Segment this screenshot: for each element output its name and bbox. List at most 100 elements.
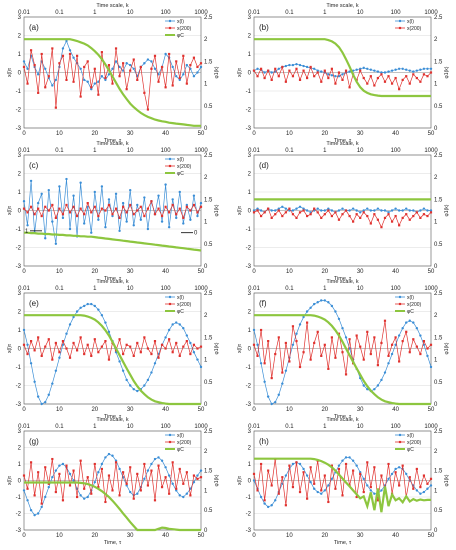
- data-point: [182, 73, 185, 76]
- data-point: [164, 466, 167, 469]
- x-tick-label: 40: [392, 533, 399, 539]
- data-point: [199, 62, 203, 65]
- data-point: [65, 203, 68, 207]
- data-point: [426, 67, 429, 71]
- data-point: [61, 343, 65, 346]
- legend-marker: [168, 302, 172, 306]
- data-point: [266, 395, 270, 398]
- data-point: [61, 340, 65, 343]
- data-point: [93, 338, 96, 341]
- data-point: [313, 207, 316, 210]
- data-point: [37, 91, 40, 94]
- data-point: [192, 56, 196, 59]
- data-point: [401, 209, 404, 212]
- y-tick-label: -3: [246, 528, 252, 534]
- data-point: [419, 492, 422, 495]
- data-point: [291, 63, 295, 67]
- data-point: [426, 75, 429, 78]
- y-tick-label: 0: [248, 347, 252, 353]
- data-point: [362, 76, 365, 80]
- y2-tick-label: 0: [204, 264, 208, 270]
- data-point: [178, 323, 181, 326]
- data-point: [129, 345, 132, 348]
- data-point: [104, 225, 107, 229]
- data-point: [267, 469, 270, 472]
- data-point: [263, 499, 266, 502]
- y2-axis-label: φ1(k): [444, 66, 450, 78]
- data-point: [405, 207, 408, 210]
- data-point: [153, 340, 157, 343]
- data-point: [72, 341, 75, 345]
- data-point: [412, 209, 415, 212]
- y-axis-label: x(l)τ: [7, 68, 13, 77]
- data-point: [90, 492, 93, 495]
- data-point: [422, 67, 426, 71]
- data-point: [29, 509, 33, 512]
- top-tick-label: 10: [127, 286, 134, 292]
- y2-tick-label: 2.5: [434, 15, 443, 21]
- data-point: [291, 325, 295, 328]
- data-point: [320, 489, 323, 492]
- data-point: [302, 351, 305, 354]
- data-point: [47, 75, 50, 78]
- data-point: [415, 211, 418, 214]
- data-point: [121, 201, 125, 205]
- x-tick-label: 0: [22, 407, 26, 413]
- data-point: [422, 73, 426, 76]
- data-point: [426, 482, 429, 485]
- data-point: [185, 492, 189, 495]
- data-point: [337, 317, 341, 321]
- data-point: [150, 462, 153, 466]
- data-point: [164, 52, 167, 56]
- data-point: [401, 67, 404, 71]
- top-tick-label: 1000: [424, 424, 438, 430]
- data-point: [86, 205, 89, 208]
- data-point: [118, 360, 121, 363]
- data-point: [185, 471, 188, 474]
- data-point: [76, 349, 79, 352]
- data-point: [320, 209, 323, 212]
- top-tick-label: 1000: [194, 148, 208, 154]
- data-point: [51, 47, 54, 50]
- series-line-phi: [24, 314, 201, 406]
- data-point: [79, 494, 82, 497]
- data-point: [256, 67, 259, 71]
- data-point: [383, 371, 387, 374]
- data-point: [51, 476, 54, 479]
- data-point: [65, 332, 68, 335]
- data-point: [150, 67, 153, 70]
- data-point: [259, 362, 263, 365]
- data-point: [362, 66, 365, 70]
- legend-label: x(l): [177, 295, 184, 301]
- x-tick-label: 20: [321, 269, 328, 275]
- data-point: [44, 86, 47, 89]
- data-point: [316, 330, 319, 333]
- data-point: [415, 326, 419, 330]
- y2-tick-label: 0: [204, 528, 208, 534]
- data-point: [168, 492, 171, 495]
- data-point: [419, 68, 422, 71]
- data-point: [150, 469, 153, 472]
- y2-tick-label: 1.5: [204, 335, 213, 341]
- y2-tick-label: 2.5: [204, 291, 213, 297]
- data-point: [104, 209, 107, 212]
- x-tick-label: 40: [162, 407, 169, 413]
- series-line-phi: [254, 457, 431, 513]
- data-point: [136, 203, 139, 207]
- data-point: [111, 214, 114, 218]
- data-point: [65, 464, 68, 467]
- data-point: [72, 80, 75, 83]
- data-point: [397, 466, 401, 469]
- data-point: [58, 464, 61, 467]
- y-tick-label: -1: [246, 89, 252, 95]
- x-tick-label: 0: [252, 533, 256, 539]
- data-point: [348, 456, 351, 459]
- data-point: [274, 352, 277, 356]
- data-point: [175, 216, 178, 220]
- data-point: [323, 474, 326, 477]
- y2-tick-label: 1: [204, 82, 208, 88]
- y2-tick-label: 0.5: [434, 242, 443, 248]
- data-point: [380, 209, 383, 212]
- y2-axis-label: φ1(k): [444, 204, 450, 216]
- y-axis-label: x(l)τ: [237, 476, 243, 485]
